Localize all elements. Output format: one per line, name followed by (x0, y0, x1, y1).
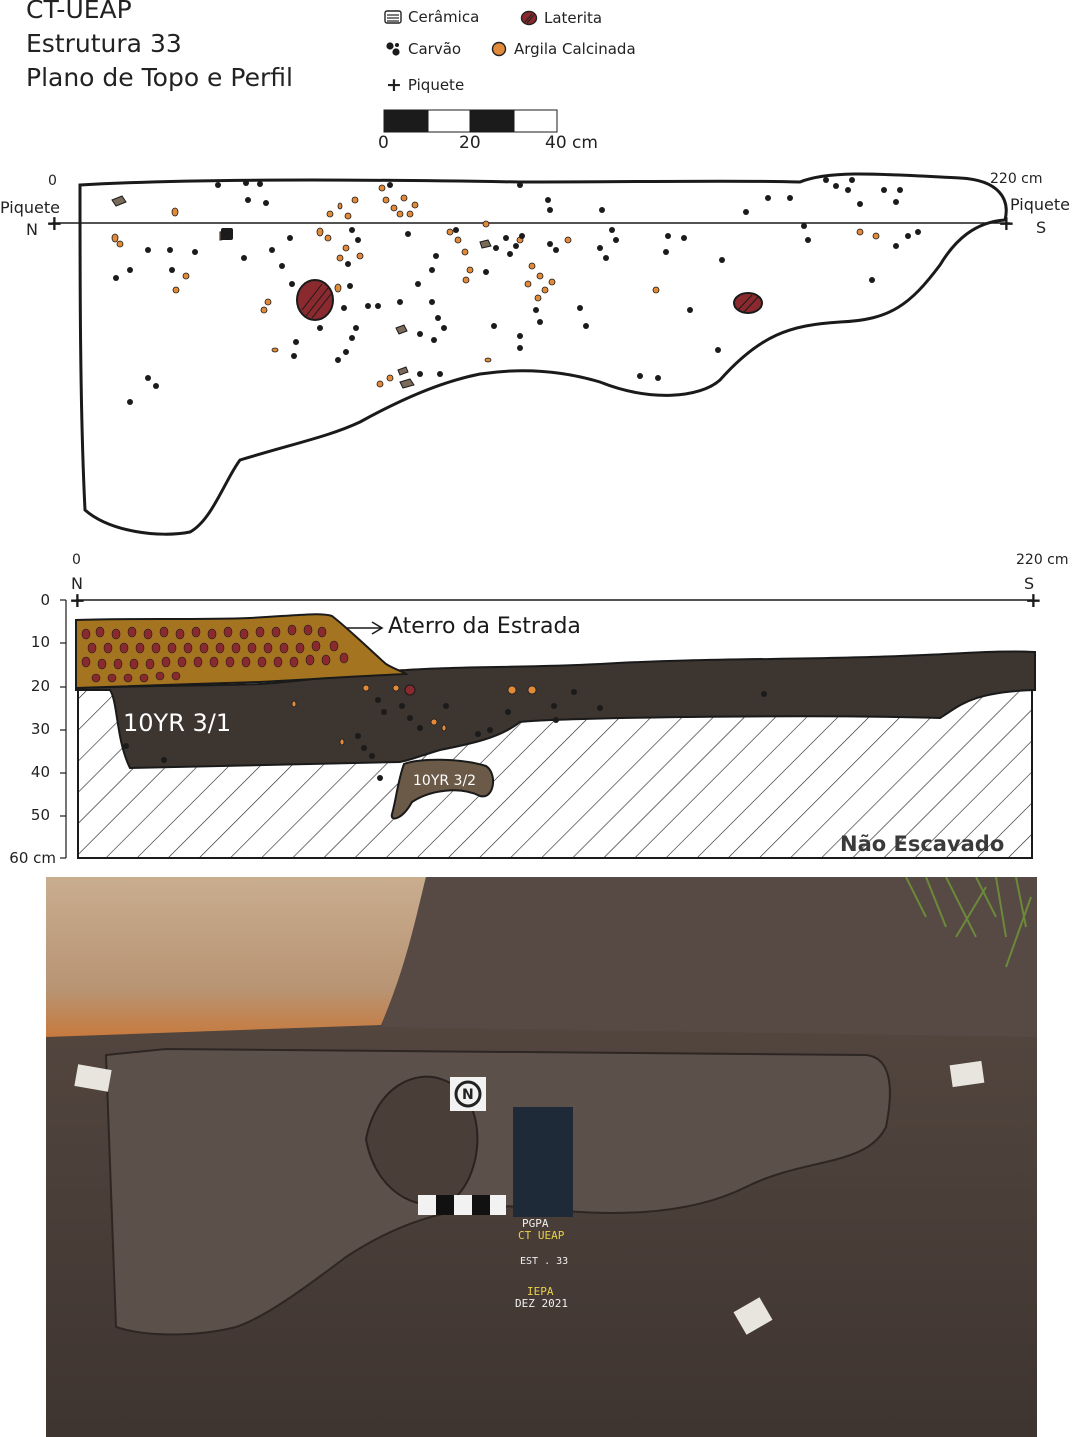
photo-info-board (513, 1107, 573, 1217)
plan-right-stake-marker: + (998, 211, 1015, 235)
soil-layer-pit (390, 758, 495, 820)
excavation-photo: N (46, 877, 1037, 1437)
plan-left-stake-marker: + (46, 211, 63, 235)
board-line-pgpa: PGPA (522, 1217, 549, 1230)
legend-ceramica-label: Cerâmica (408, 8, 480, 26)
depth-0: 0 (40, 591, 50, 609)
plan-start-label: 0 (48, 173, 57, 189)
profile-right-dir: S (1024, 574, 1035, 593)
depth-50: 50 (30, 806, 50, 824)
plan-laterite-large (296, 279, 334, 321)
depth-60: 60 cm (9, 849, 56, 867)
profile-right-stake-marker: + (1025, 590, 1042, 612)
profile-laterite (404, 684, 416, 696)
plan-left-stake-label: Piquete (0, 198, 60, 217)
legend-laterita-label: Laterita (544, 9, 603, 27)
plan-left-dir: N (26, 220, 38, 239)
svg-text:N: N (462, 1087, 474, 1103)
profile-view: + + (60, 590, 1042, 859)
scale-label-20: 20 (459, 133, 481, 153)
title-site: CT-UEAP (26, 0, 132, 24)
profile-burnt-clay (291, 684, 537, 746)
aterro-label: Aterro da Estrada (388, 614, 581, 639)
plan-right-dir: S (1036, 218, 1047, 237)
plan-laterite-small (733, 292, 763, 314)
board-line-est: EST . 33 (520, 1256, 569, 1267)
legend-carvao: Carvão (384, 40, 461, 58)
plan-charcoal (113, 177, 921, 405)
profile-end-label: 220 cm (1016, 552, 1069, 568)
plan-right-stake-label: Piquete (1010, 195, 1070, 214)
title-plan-profile: Plano de Topo e Perfil (26, 63, 293, 92)
title-structure: Estrutura 33 (26, 29, 182, 58)
photo-sandy-bank (46, 877, 426, 1037)
scale-label-0: 0 (378, 133, 389, 153)
legend-piquete-label: Piquete (407, 76, 465, 94)
legend-piquete: + Piquete (386, 74, 465, 96)
depth-40: 40 (30, 763, 50, 781)
depth-30: 30 (30, 720, 50, 738)
depth-10: 10 (30, 633, 50, 651)
photo-pit-hollow (364, 1075, 479, 1206)
plan-end-label: 220 cm (990, 171, 1043, 187)
charcoal-icon (386, 42, 400, 56)
profile-left-stake-marker: + (69, 590, 86, 612)
ceramic-icon (384, 10, 402, 24)
plan-burnt-clay (111, 184, 880, 388)
legend-argila-label: Argila Calcinada (514, 40, 636, 58)
photo-tag-bottom (733, 1297, 773, 1335)
profile-charcoal (123, 689, 767, 781)
photo-upper-soil (381, 877, 1037, 1037)
plan-view: + + (46, 172, 1015, 536)
photo-north-arrow-card: N (450, 1077, 486, 1111)
depth-20: 20 (30, 677, 50, 695)
plan-outline (78, 172, 1008, 536)
legend-argila: Argila Calcinada (490, 40, 636, 58)
burnt-clay-icon (491, 41, 507, 57)
scale-bar (383, 109, 558, 133)
photo-tag-right (949, 1060, 985, 1088)
legend-ceramica: Cerâmica (384, 8, 479, 26)
depth-ticks (60, 599, 66, 859)
profile-left-dir: N (71, 574, 83, 593)
layer-main-label: 10YR 3/1 (123, 709, 232, 737)
aterro-arrow (346, 621, 384, 635)
board-line-ctueap: CT UEAP (518, 1229, 565, 1242)
stake-icon: + (386, 74, 402, 96)
aterro-laterite-nodules (81, 624, 349, 683)
unexcavated-label: Não Escavado (840, 832, 1005, 856)
photo-scale-bar (418, 1195, 506, 1215)
legend-carvao-label: Carvão (408, 40, 462, 58)
profile-start-label: 0 (72, 552, 81, 568)
legend-laterita: Laterita (520, 9, 602, 27)
board-line-iepa: IEPA (527, 1285, 554, 1298)
layer-pit-label: 10YR 3/2 (413, 773, 477, 789)
laterite-icon (520, 10, 538, 26)
board-line-date: DEZ 2021 (515, 1297, 568, 1310)
photo-grass (905, 877, 1032, 968)
scale-label-40: 40 cm (545, 133, 598, 153)
photo-tag-left (74, 1064, 112, 1092)
